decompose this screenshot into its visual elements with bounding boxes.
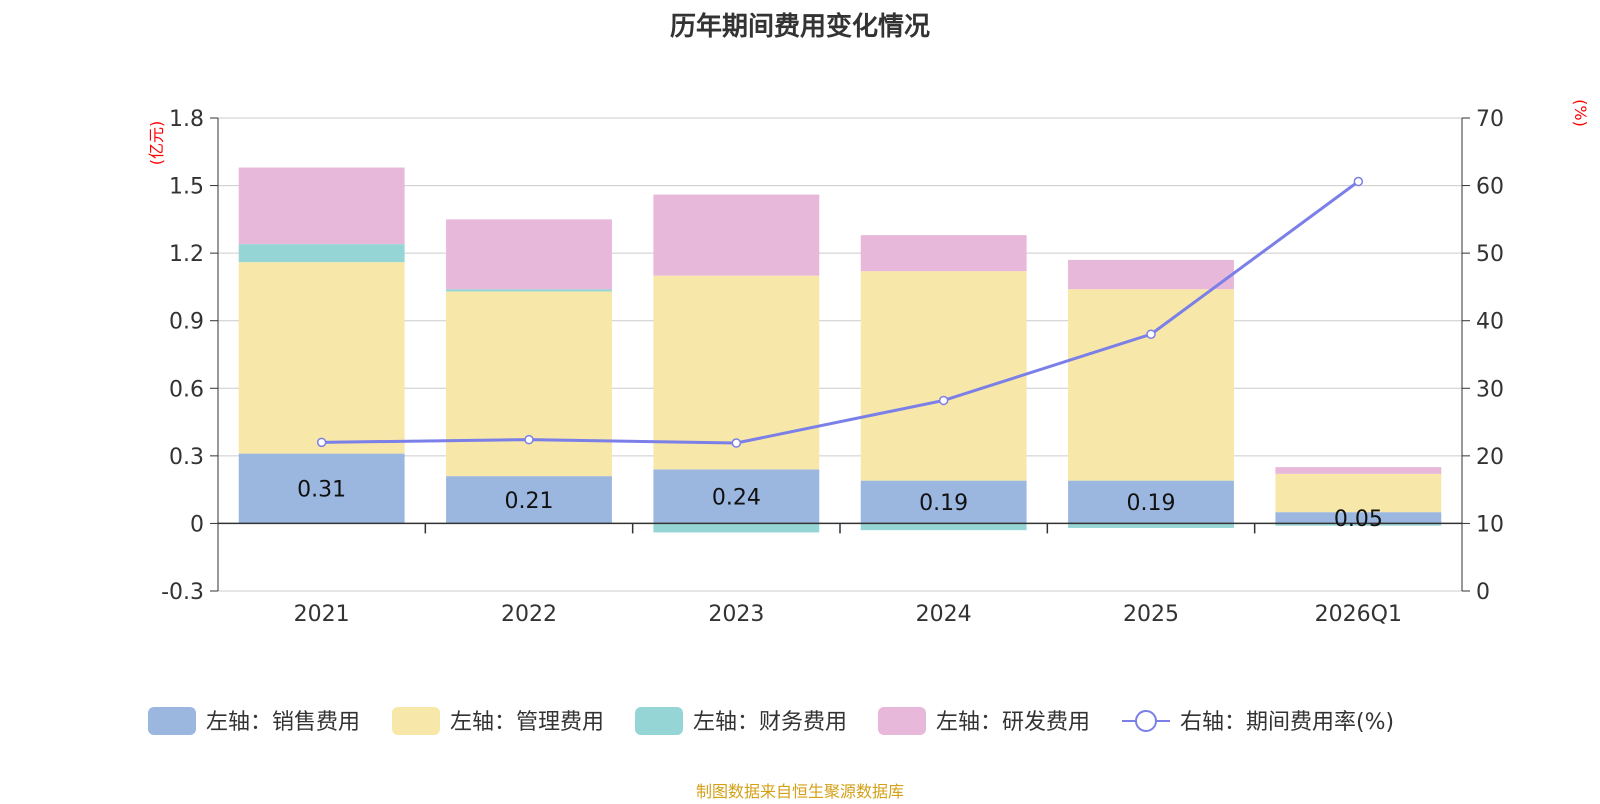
- legend-label: 左轴：研发费用: [936, 710, 1090, 735]
- bar-segment: [1275, 467, 1442, 474]
- chart-title: 历年期间费用变化情况: [669, 12, 930, 42]
- bar-segment: [860, 480, 1027, 524]
- bar-segment: [1068, 259, 1234, 290]
- right-axis-tick-label: 30: [1476, 377, 1504, 402]
- bar-segment: [860, 271, 1027, 481]
- bar-data-label: 0.19: [1127, 491, 1176, 516]
- bar-segment: [446, 289, 612, 292]
- bar-segment: [1068, 523, 1234, 528]
- rate-point: [316, 437, 327, 448]
- left-axis-tick-label: 0.3: [169, 445, 204, 470]
- bar-segment: [238, 262, 405, 454]
- category-label: 2025: [1123, 602, 1179, 627]
- category-label: 2024: [916, 602, 972, 627]
- bar-segment: [1275, 512, 1442, 524]
- bar-segment: [1275, 473, 1442, 513]
- right-axis-tick-label: 60: [1476, 175, 1504, 200]
- bar-segment: [653, 194, 820, 276]
- legend-swatch: [392, 707, 440, 735]
- bar-segment: [653, 275, 820, 470]
- left-axis-tick-label: 1.8: [169, 107, 204, 132]
- bar-data-label: 0.05: [1334, 507, 1383, 532]
- rate-line: [321, 180, 1360, 445]
- bar-segment: [446, 476, 612, 524]
- bar-segment: [653, 523, 820, 533]
- legend-label: 右轴：期间费用率(%): [1180, 710, 1394, 735]
- bar-data-label: 0.31: [297, 478, 346, 503]
- bar-segment: [238, 167, 405, 245]
- category-label: 2021: [294, 602, 350, 627]
- bar-segment: [1068, 289, 1234, 481]
- left-axis-unit-label: (亿元): [147, 121, 166, 166]
- right-axis-tick-label: 10: [1476, 512, 1504, 537]
- right-axis-tick-label: 70: [1476, 107, 1504, 132]
- left-axis-tick-label: 1.2: [169, 242, 204, 267]
- legend-circle-marker: [1135, 710, 1157, 732]
- right-axis-tick-label: 40: [1476, 310, 1504, 335]
- source-note: 制图数据来自恒生聚源数据库: [695, 782, 904, 801]
- left-axis-tick-label: 0.9: [169, 310, 204, 335]
- legend-swatch: [148, 707, 196, 735]
- bar-data-label: 0.24: [712, 485, 761, 510]
- category-label: 2026Q1: [1315, 602, 1402, 627]
- right-axis-unit-label: (%): [1571, 99, 1590, 127]
- left-axis-tick-label: 0.6: [169, 377, 204, 402]
- legend-label: 左轴：管理费用: [450, 710, 604, 735]
- legend-label: 左轴：销售费用: [206, 710, 360, 735]
- legend-label: 左轴：财务费用: [693, 710, 847, 735]
- left-axis-tick-label: 1.5: [169, 175, 204, 200]
- bar-segment: [238, 453, 405, 524]
- rate-point: [731, 438, 742, 448]
- rate-point: [938, 395, 949, 406]
- left-axis-tick-label: 0: [190, 512, 204, 537]
- category-label: 2022: [501, 602, 557, 627]
- left-axis-tick-label: -0.3: [161, 580, 204, 605]
- bar-segment: [1068, 480, 1234, 524]
- rate-point: [1353, 176, 1364, 187]
- rate-point: [524, 434, 534, 445]
- bar-segment: [860, 235, 1027, 272]
- bar-segment: [860, 523, 1027, 531]
- bar-segment: [446, 291, 612, 477]
- bar-segment: [238, 244, 405, 263]
- right-axis-tick-label: 0: [1476, 580, 1490, 605]
- bar-segment: [653, 469, 820, 524]
- right-axis-tick-label: 50: [1476, 242, 1504, 267]
- right-axis-tick-label: 20: [1476, 445, 1504, 470]
- category-label: 2023: [708, 602, 764, 627]
- legend-swatch: [878, 707, 926, 735]
- bar-segment: [446, 219, 612, 290]
- bar-data-label: 0.21: [505, 489, 554, 514]
- bar-segment: [1275, 523, 1442, 526]
- bar-data-label: 0.19: [919, 491, 968, 516]
- legend-swatch: [635, 707, 683, 735]
- rate-point: [1146, 329, 1156, 339]
